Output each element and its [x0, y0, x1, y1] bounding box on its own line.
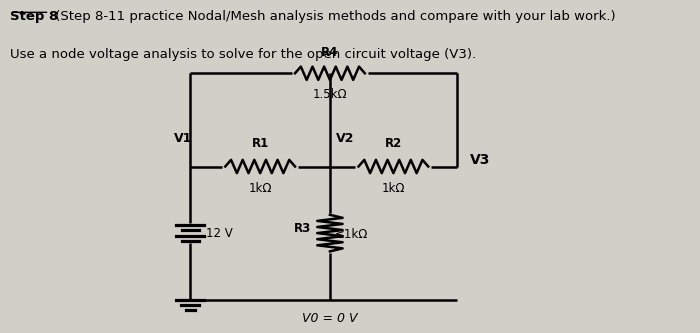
Text: R4: R4: [321, 46, 339, 59]
Text: (Step 8-11 practice Nodal/Mesh analysis methods and compare with your lab work.): (Step 8-11 practice Nodal/Mesh analysis …: [51, 10, 615, 23]
Text: V1: V1: [174, 132, 192, 145]
Text: R3: R3: [293, 221, 311, 235]
Text: Step 8: Step 8: [10, 10, 58, 23]
Text: Use a node voltage analysis to solve for the open circuit voltage (V3).: Use a node voltage analysis to solve for…: [10, 48, 475, 61]
Text: V2: V2: [336, 132, 355, 145]
Text: V0 = 0 V: V0 = 0 V: [302, 312, 358, 325]
Text: 1.5kΩ: 1.5kΩ: [313, 88, 347, 101]
Text: R1: R1: [251, 137, 269, 150]
Text: 1kΩ: 1kΩ: [248, 182, 272, 195]
Text: ≤1kΩ: ≤1kΩ: [335, 228, 368, 241]
Text: 12 V: 12 V: [206, 226, 232, 240]
Text: 1kΩ: 1kΩ: [382, 182, 405, 195]
Text: V3: V3: [470, 153, 490, 167]
Text: R2: R2: [385, 137, 402, 150]
